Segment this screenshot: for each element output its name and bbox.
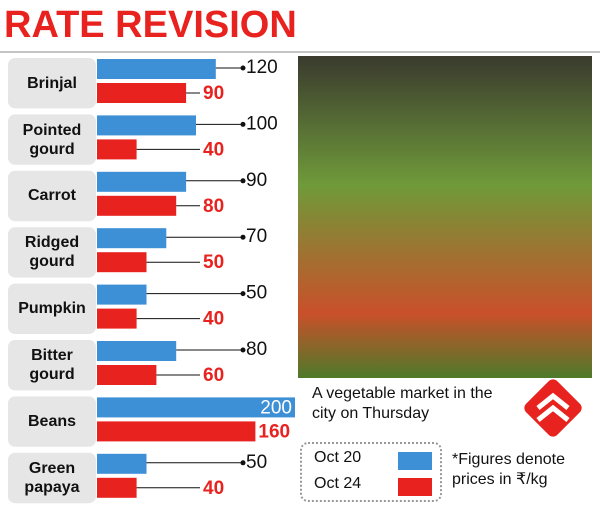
category-box xyxy=(8,452,96,504)
category-label: Pointed gourd xyxy=(22,121,82,158)
leader-dot xyxy=(240,178,246,184)
category-label: Brinjal xyxy=(27,74,77,92)
legend: Oct 20 Oct 24 xyxy=(300,442,442,502)
bar xyxy=(97,83,187,103)
value-label: 40 xyxy=(203,478,224,499)
value-label: 120 xyxy=(246,57,278,78)
leader-dot xyxy=(240,65,246,71)
bar xyxy=(97,397,295,418)
bar xyxy=(97,228,167,249)
leader-dot xyxy=(240,347,246,353)
photo xyxy=(298,56,592,378)
bar xyxy=(97,477,137,498)
legend-label: Oct 24 xyxy=(314,475,362,492)
value-label: 40 xyxy=(203,139,224,160)
category-box xyxy=(8,227,96,278)
bar xyxy=(97,171,187,192)
value-label: 80 xyxy=(203,196,224,217)
bar xyxy=(97,59,216,79)
category-label: Bitter gourd xyxy=(29,347,75,384)
chart-title: RATE REVISION xyxy=(4,4,297,46)
bar xyxy=(97,284,147,305)
bar xyxy=(97,365,157,385)
bar xyxy=(97,421,256,442)
category-box xyxy=(8,340,96,391)
value-label: 60 xyxy=(203,365,224,386)
value-label: 50 xyxy=(203,252,224,273)
category-box xyxy=(8,58,96,109)
value-label: 50 xyxy=(246,283,267,304)
value-label: 160 xyxy=(258,421,290,442)
value-label: 90 xyxy=(203,83,224,104)
bar xyxy=(97,139,137,160)
bar xyxy=(97,453,147,474)
category-label: Carrot xyxy=(27,187,76,205)
category-box xyxy=(8,170,96,222)
bar xyxy=(97,308,137,329)
leader-dot xyxy=(240,460,246,466)
legend-label: Oct 20 xyxy=(314,449,362,466)
value-label: 200 xyxy=(260,397,292,418)
photo-caption: A vegetable market in the city on Thursd… xyxy=(312,385,493,422)
category-box xyxy=(8,396,96,447)
category-box xyxy=(8,114,96,165)
value-label: 100 xyxy=(246,113,278,134)
category-box xyxy=(8,283,96,334)
leader-dot xyxy=(240,121,246,127)
legend-swatch xyxy=(398,478,432,496)
logo-icon xyxy=(524,379,582,437)
value-label: 50 xyxy=(246,452,267,473)
value-label: 40 xyxy=(203,309,224,330)
legend-swatch xyxy=(398,452,432,470)
category-label: Ridged gourd xyxy=(24,234,80,271)
category-label: Beans xyxy=(27,413,77,431)
category-label: Green papaya xyxy=(24,459,80,496)
value-label: 70 xyxy=(246,226,267,247)
bar xyxy=(97,115,196,136)
bar xyxy=(97,252,147,273)
value-label: 90 xyxy=(246,170,267,191)
note: *Figures denote prices in ₹/kg xyxy=(452,451,565,488)
leader-dot xyxy=(240,291,246,297)
leader-dot xyxy=(240,234,246,240)
bar xyxy=(97,195,177,216)
value-label: 80 xyxy=(246,339,267,360)
category-label: Pumpkin xyxy=(18,300,86,318)
bar xyxy=(97,341,177,361)
